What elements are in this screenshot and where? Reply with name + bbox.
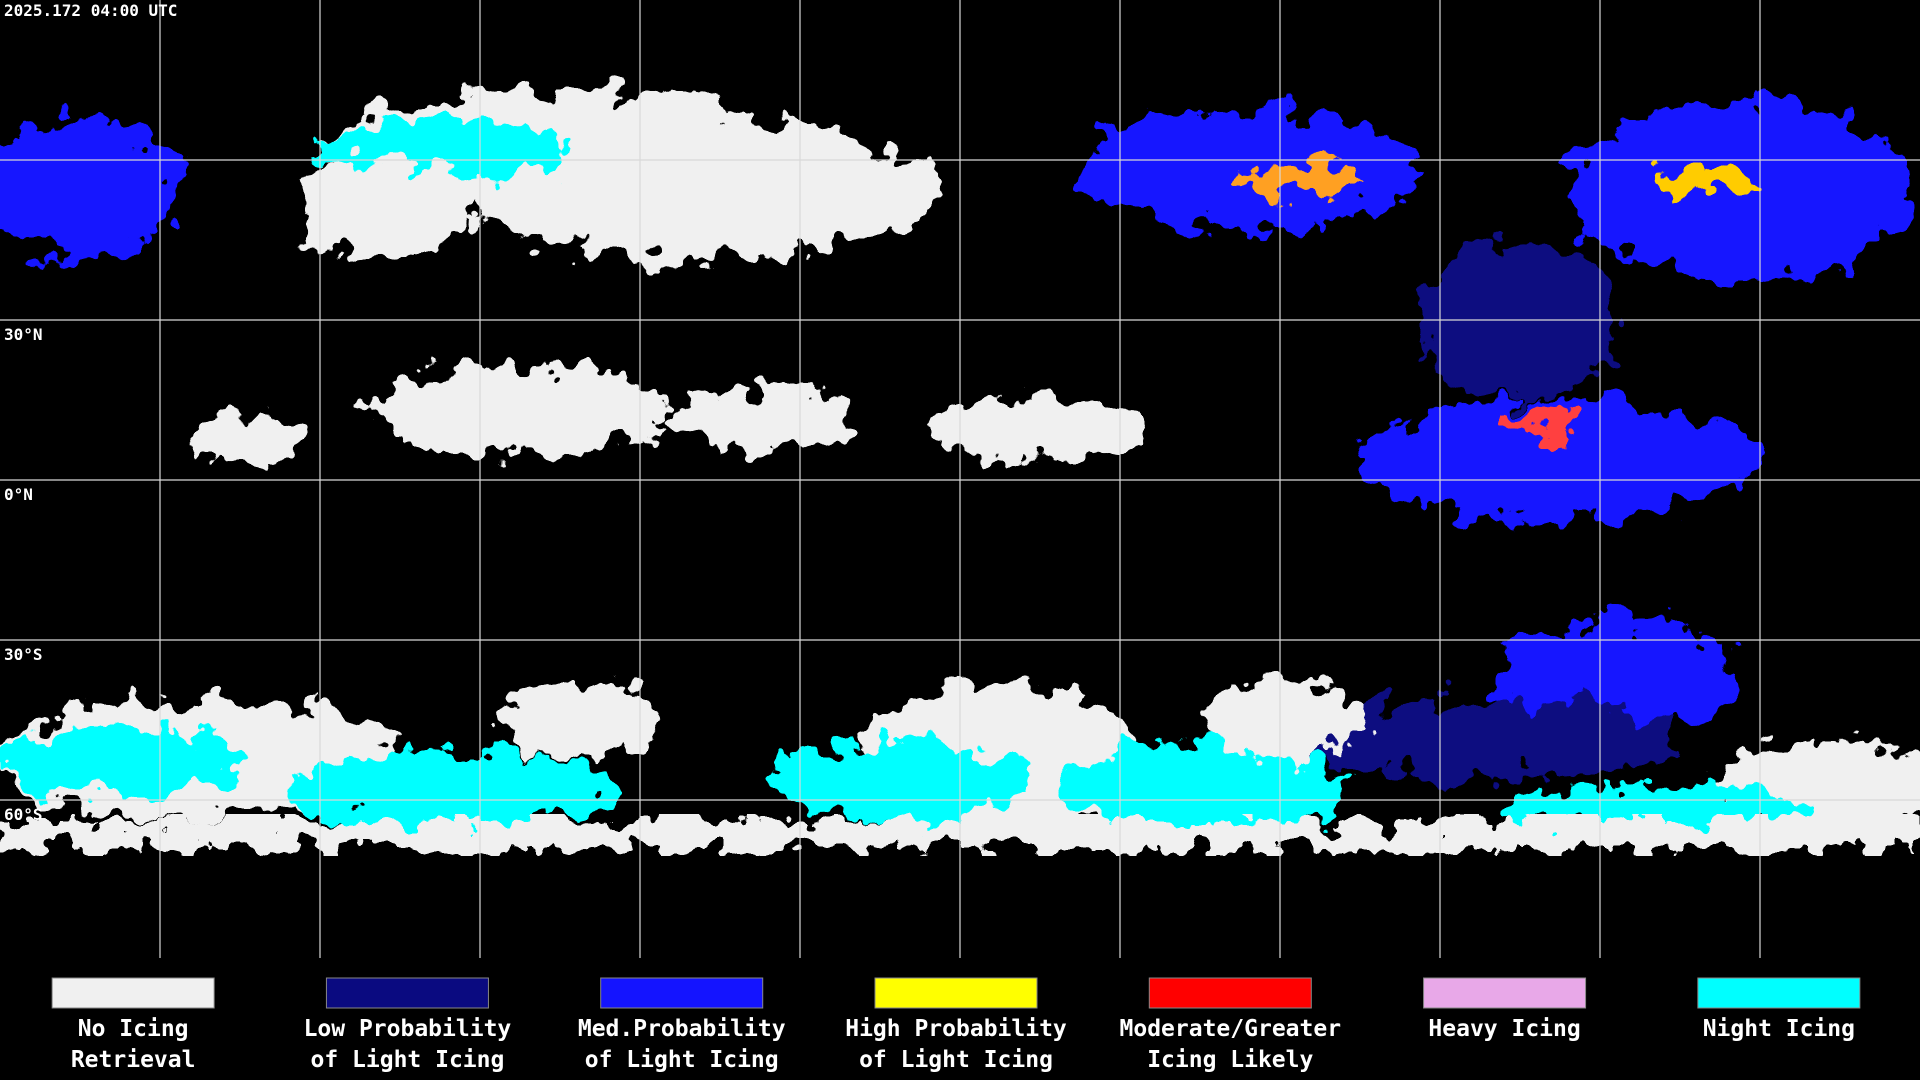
- latitude-label: 30°S: [4, 645, 43, 664]
- legend-label: Heavy Icing: [1428, 1016, 1580, 1042]
- legend-swatch: [1148, 977, 1312, 1009]
- timestamp: 2025.172 04:00 UTC: [4, 1, 177, 20]
- icing-region: [1570, 100, 1910, 280]
- legend-swatch: [600, 977, 764, 1009]
- latitude-label: 60°S: [4, 805, 43, 824]
- legend-swatch: [51, 977, 215, 1009]
- night-region: [0, 725, 240, 795]
- legend: No Icing Retrieval Low Probability of Light…: [51, 977, 1861, 1073]
- night-region: [770, 740, 1030, 820]
- cloud-region: [190, 415, 310, 465]
- legend-label: Low Probability: [304, 1016, 512, 1042]
- icing-region: [1650, 166, 1750, 194]
- legend-label: Med.Probability: [578, 1016, 786, 1042]
- legend-label: Moderate/Greater: [1120, 1016, 1342, 1042]
- legend-label: Retrieval: [71, 1047, 196, 1073]
- legend-swatch: [874, 977, 1038, 1009]
- cloud-region: [670, 390, 850, 450]
- cloud-region: [930, 400, 1150, 460]
- legend-label: of Light Icing: [585, 1047, 779, 1073]
- cloud-region: [500, 680, 660, 760]
- legend-swatch: [1423, 977, 1587, 1009]
- latitude-label: 30°N: [4, 325, 43, 344]
- legend-label: of Light Icing: [859, 1047, 1053, 1073]
- legend-label: of Light Icing: [310, 1047, 504, 1073]
- icing-region: [1280, 700, 1680, 780]
- legend-label: High Probability: [845, 1016, 1067, 1042]
- cloud-region: [290, 160, 470, 260]
- night-region: [290, 750, 610, 830]
- cloud-region: [370, 365, 670, 455]
- icing-region: [1240, 165, 1360, 195]
- night-region: [1060, 740, 1340, 840]
- cloud-region: [460, 120, 940, 260]
- legend-swatch: [1697, 977, 1861, 1009]
- legend-label: No Icing: [78, 1016, 189, 1042]
- latitude-labels: 30°N 0°N 30°S 60°S: [4, 325, 43, 824]
- icing-region: [1360, 400, 1760, 520]
- legend-swatch: [325, 977, 489, 1009]
- graticule: [0, 0, 1920, 958]
- icing-region: [1080, 110, 1420, 230]
- icing-region: [0, 120, 180, 260]
- latitude-label: 0°N: [4, 485, 33, 504]
- legend-label: Night Icing: [1703, 1016, 1855, 1042]
- legend-label: Icing Likely: [1147, 1047, 1313, 1073]
- icing-region: [1500, 408, 1580, 432]
